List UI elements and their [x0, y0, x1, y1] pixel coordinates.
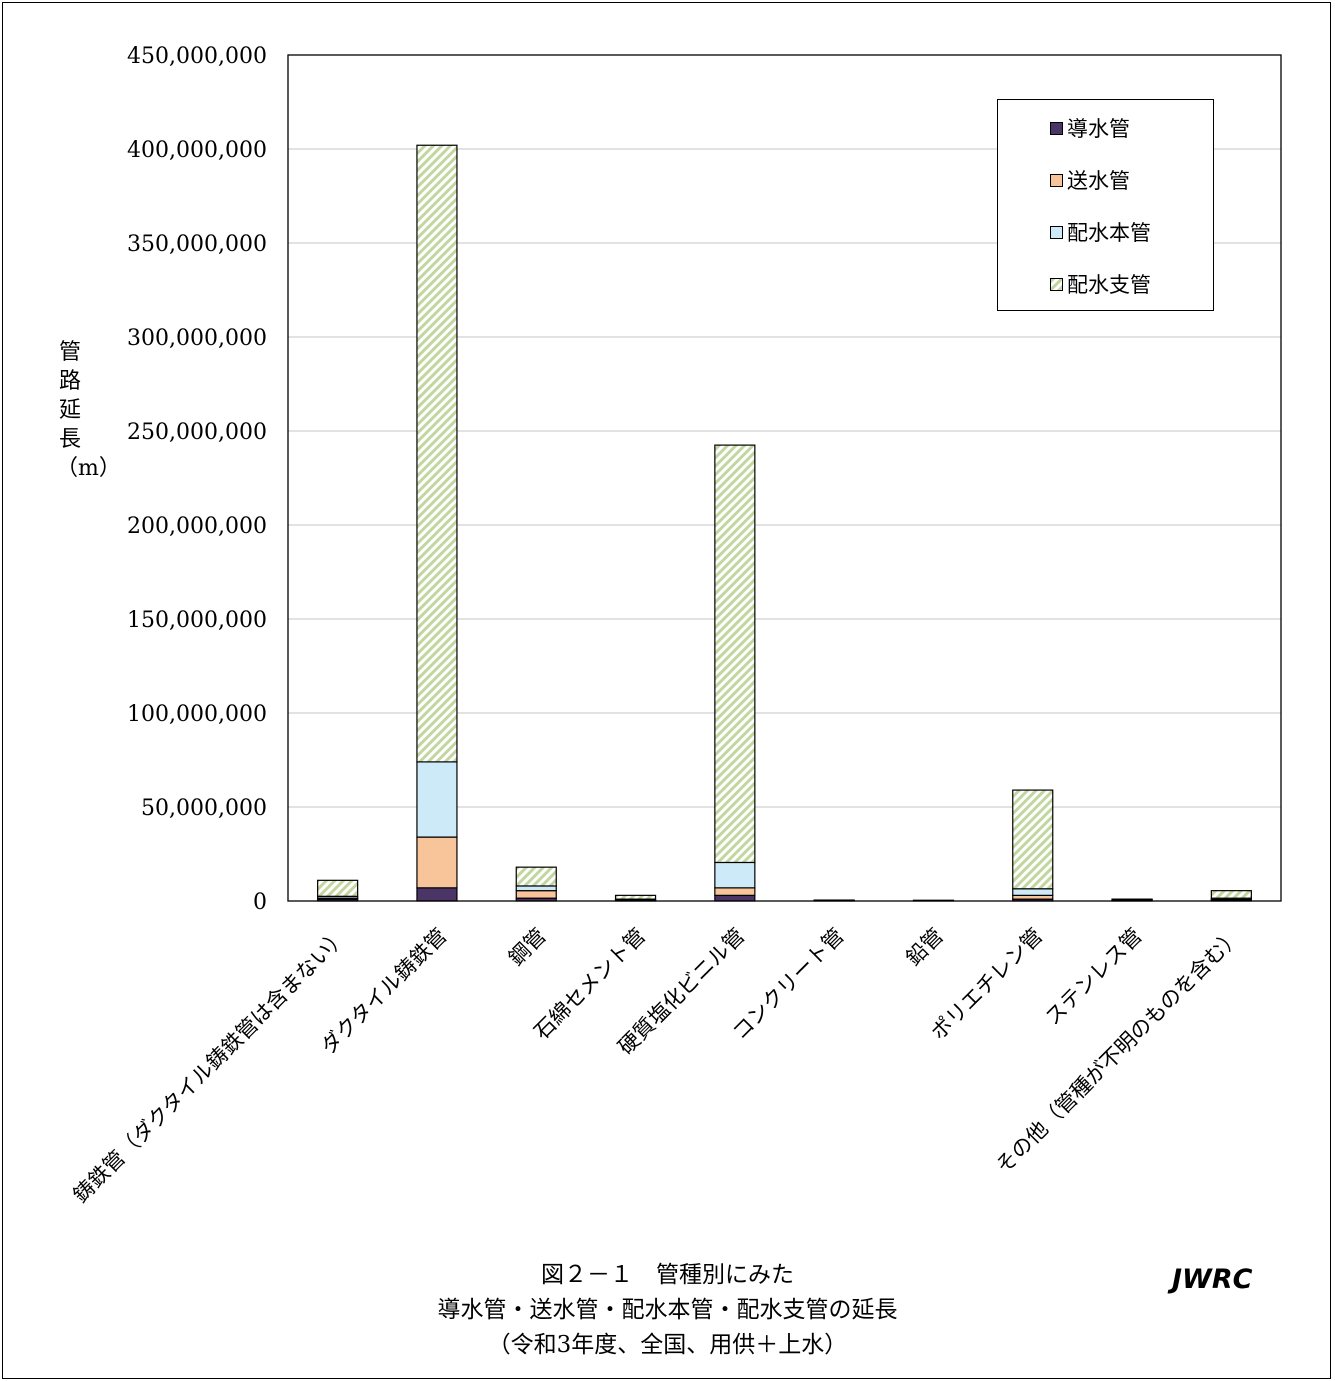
bar-segment — [416, 761, 458, 838]
bars — [317, 144, 1252, 902]
x-tick-label: 鋳鉄管（ダクタイル鋳鉄管は含まない） — [69, 924, 353, 1208]
legend-label: 配水支管 — [1067, 273, 1151, 297]
bar-segment — [1012, 789, 1054, 890]
y-tick-label: 250,000,000 — [127, 420, 267, 445]
x-tick-label: 鉛管 — [901, 924, 948, 971]
bar-segment — [317, 879, 359, 897]
legend-swatch — [1050, 173, 1063, 187]
y-tick-label: 350,000,000 — [127, 232, 267, 257]
legend-swatch — [1050, 277, 1063, 291]
legend: 導水管 送水管 配水本管 配水支管 — [997, 99, 1214, 311]
bar-segment — [614, 894, 657, 900]
y-axis-ticks: 0 50,000,000 100,000,000 150,000,000 200,000… — [127, 44, 267, 915]
bar-segment — [1012, 888, 1054, 896]
bar-segment — [515, 866, 557, 887]
legend-item: 配水支管 — [1050, 271, 1151, 297]
legend-item: 配水本管 — [1050, 219, 1151, 245]
bar-segment — [416, 836, 458, 889]
bar-segment — [416, 144, 458, 763]
y-axis-label: 管路延長（m） — [56, 340, 121, 481]
y-tick-label: 200,000,000 — [127, 514, 267, 539]
caption-line-2: 導水管・送水管・配水本管・配水支管の延長 — [437, 1297, 898, 1323]
brand-logo-text: JWRC — [1172, 1264, 1253, 1295]
plot-area-border — [287, 54, 1282, 902]
bar-segment — [714, 894, 756, 902]
x-tick-label: ステンレス管 — [1041, 924, 1147, 1030]
bar-segment — [1210, 890, 1252, 899]
bar-segment — [416, 887, 458, 902]
legend-item: 送水管 — [1050, 167, 1130, 193]
legend-label: 配水本管 — [1067, 221, 1151, 245]
bar-segment — [515, 885, 557, 892]
y-tick-label: 100,000,000 — [127, 702, 267, 727]
caption-line-1: 図２－１ 管種別にみた — [541, 1262, 794, 1288]
legend-swatch — [1050, 225, 1063, 239]
bar-segment — [515, 890, 557, 899]
x-tick-label: 鋼管 — [504, 924, 551, 971]
y-tick-label: 400,000,000 — [127, 138, 267, 163]
y-tick-label: 150,000,000 — [127, 608, 267, 633]
y-tick-label: 50,000,000 — [141, 796, 267, 821]
legend-item: 導水管 — [1050, 115, 1130, 141]
x-axis-labels: 鋳鉄管（ダクタイル鋳鉄管は含まない）ダクタイル鋳鉄管 鋼管石綿セメント管硬質塩化ビ… — [69, 924, 1246, 1208]
bar-segment — [714, 444, 756, 864]
y-tick-label: 0 — [253, 890, 267, 915]
bar-segment — [714, 861, 756, 889]
y-tick-label: 300,000,000 — [127, 326, 267, 351]
caption-line-3: （令和3年度、全国、用供＋上水） — [487, 1332, 848, 1358]
legend-swatch — [1050, 121, 1063, 135]
bar-segment — [714, 887, 756, 896]
legend-label: 送水管 — [1067, 169, 1130, 193]
legend-label: 導水管 — [1067, 117, 1130, 141]
y-tick-label: 450,000,000 — [127, 44, 267, 69]
